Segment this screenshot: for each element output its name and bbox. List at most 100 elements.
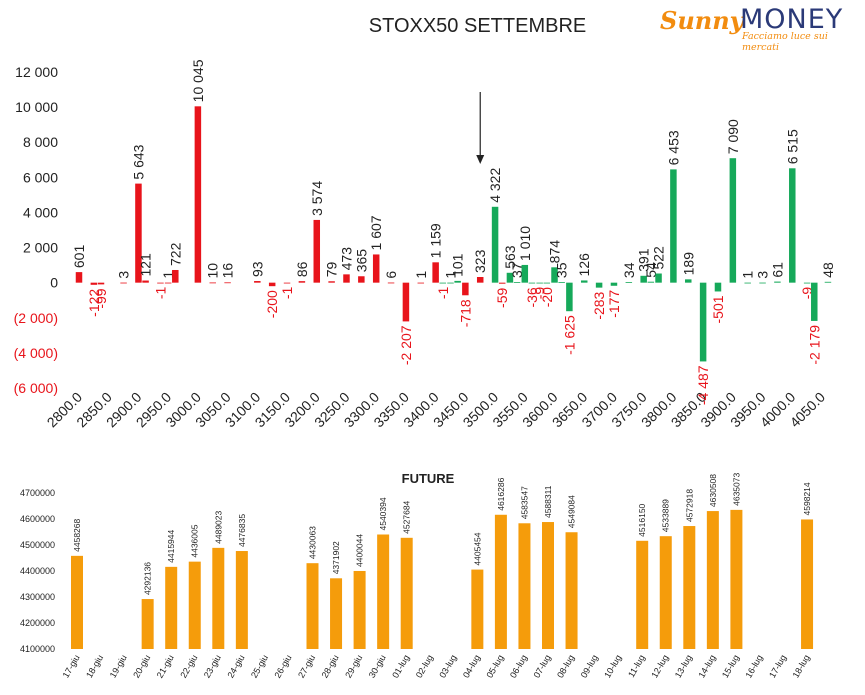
bar xyxy=(254,281,261,283)
future-x-tick-label: 10-lug xyxy=(602,653,623,680)
data-label: 6 xyxy=(383,271,399,279)
future-x-tick-label: 30-giu xyxy=(367,653,388,680)
data-label: 10 xyxy=(205,263,221,279)
future-x-tick-label: 07-lug xyxy=(532,653,553,680)
future-bar xyxy=(518,523,531,649)
future-y-tick-label: 4700000 xyxy=(20,488,55,498)
bar xyxy=(551,267,558,283)
bar xyxy=(521,264,529,283)
bar xyxy=(328,281,335,283)
data-label: 101 xyxy=(450,253,466,277)
bar xyxy=(298,281,306,283)
future-x-tick-label: 14-lug xyxy=(696,653,717,680)
data-label: -177 xyxy=(606,290,622,318)
y-tick-label: 8 000 xyxy=(23,134,58,150)
future-bar xyxy=(377,534,390,649)
data-label: 874 xyxy=(547,240,563,264)
future-bar xyxy=(330,578,343,649)
bar xyxy=(447,282,454,284)
data-label: 1 607 xyxy=(368,215,384,250)
future-bar xyxy=(542,522,554,649)
data-label: 5 643 xyxy=(130,144,146,179)
data-label: 34 xyxy=(621,262,637,278)
data-label: -9 xyxy=(532,287,548,300)
bar xyxy=(135,183,142,283)
data-label: 522 xyxy=(651,246,667,270)
data-label: -4 487 xyxy=(695,365,711,405)
bar xyxy=(566,282,573,312)
logo-money-text: MONEY xyxy=(740,4,844,35)
options-open-interest-chart: 12 000 10 000 8 000 6 000 4 000 2 000 0 (2 000)… xyxy=(14,59,836,430)
future-data-label: 4516150 xyxy=(637,503,647,536)
data-label: -1 xyxy=(279,286,295,299)
future-bar xyxy=(235,551,248,649)
future-y-tick-label: 4200000 xyxy=(20,618,55,628)
bar xyxy=(803,282,811,284)
future-y-tick-label: 4600000 xyxy=(20,514,55,524)
data-label: 1 xyxy=(160,271,176,279)
future-x-tick-label: 12-lug xyxy=(649,653,670,680)
future-x-tick-label: 28-giu xyxy=(320,653,341,680)
bar xyxy=(543,282,551,284)
bar xyxy=(811,282,818,321)
y-tick-label: 2 000 xyxy=(23,240,58,256)
data-label: 61 xyxy=(769,262,785,278)
future-x-tick-label: 18-lug xyxy=(791,653,812,680)
future-x-tick-label: 19-giu xyxy=(108,653,129,680)
data-label: -122 xyxy=(86,289,102,317)
arrow-head xyxy=(476,155,485,164)
future-data-label: 4527684 xyxy=(402,500,412,533)
bar xyxy=(670,169,677,283)
bar xyxy=(387,282,395,284)
data-label: 4 322 xyxy=(487,168,503,203)
future-x-tick-label: 29-giu xyxy=(343,653,364,680)
data-label: -20 xyxy=(539,287,555,307)
data-label: 722 xyxy=(167,242,183,266)
bar xyxy=(164,282,172,284)
data-label: -2 207 xyxy=(398,325,414,365)
data-label: 79 xyxy=(324,261,340,277)
bar xyxy=(454,280,461,283)
bar xyxy=(402,282,410,322)
future-x-tick-label: 03-lug xyxy=(437,653,458,680)
bar xyxy=(714,282,722,292)
bar xyxy=(462,282,469,296)
bar xyxy=(417,282,425,284)
data-label: -718 xyxy=(457,299,473,327)
bar xyxy=(343,274,350,283)
future-x-tick-label: 08-lug xyxy=(555,653,576,680)
logo-sunny-text: Sunny xyxy=(660,6,744,35)
bar xyxy=(729,158,737,283)
bar xyxy=(268,282,276,287)
data-label: 7 090 xyxy=(725,119,741,154)
data-label: 189 xyxy=(680,252,696,276)
bar xyxy=(97,282,105,285)
future-data-label: 4489023 xyxy=(213,510,223,543)
data-label: 37 xyxy=(509,262,525,278)
data-label: -59 xyxy=(494,287,510,307)
future-x-tick-label: 16-lug xyxy=(744,653,765,680)
data-label: -1 625 xyxy=(561,315,577,355)
future-x-tick-label: 22-giu xyxy=(178,653,199,680)
bar xyxy=(313,219,321,283)
bar xyxy=(513,282,521,283)
future-data-label: 4415944 xyxy=(166,529,176,562)
future-data-label: 4476835 xyxy=(237,514,247,547)
bar xyxy=(439,282,447,284)
data-label: 3 xyxy=(116,271,132,279)
future-x-tick-label: 25-giu xyxy=(249,653,270,680)
data-label: 48 xyxy=(820,262,836,278)
bar xyxy=(75,272,83,283)
data-label: 1 xyxy=(413,271,429,279)
bar xyxy=(358,276,365,283)
future-x-tick-label: 04-lug xyxy=(461,653,482,680)
future-x-tick-label: 13-lug xyxy=(673,653,694,680)
future-bar xyxy=(683,526,696,649)
future-x-tick-label: 15-lug xyxy=(720,653,741,680)
sunny-money-logo: Sunny MONEY Facciamo luce sui mercati xyxy=(660,4,860,53)
data-label: -36 xyxy=(524,287,540,307)
data-label: 16 xyxy=(220,263,236,279)
bar xyxy=(491,206,499,283)
data-label: 6 515 xyxy=(784,129,800,164)
bar xyxy=(142,280,149,283)
